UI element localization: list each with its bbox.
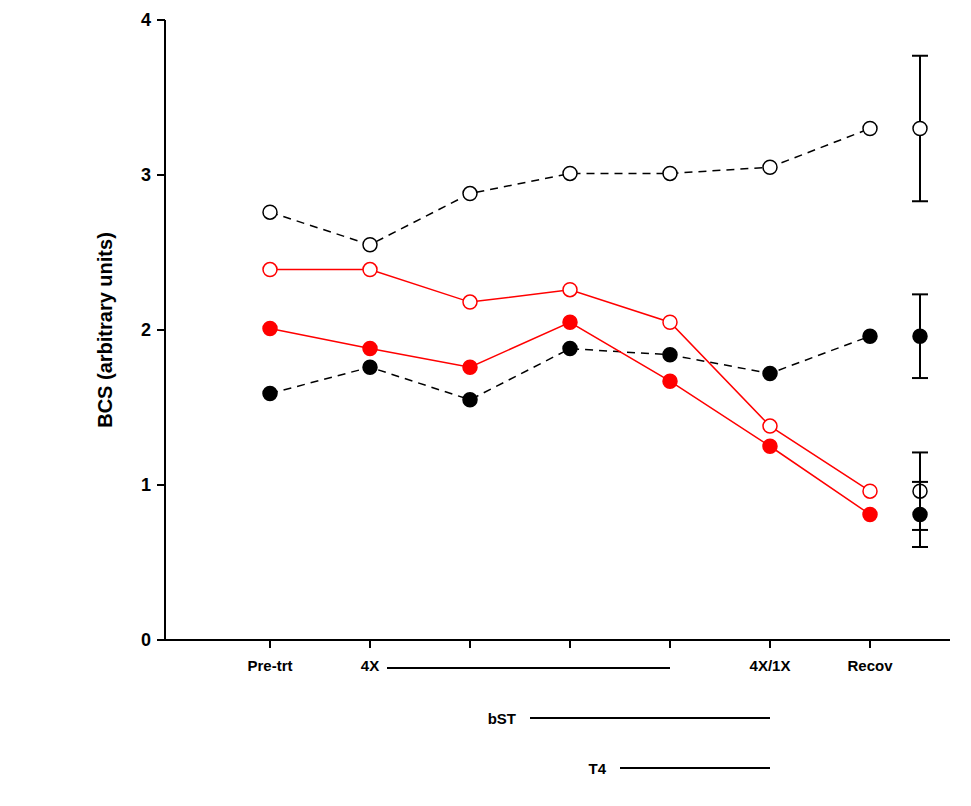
svg-text:4X/1X: 4X/1X [750,657,791,674]
svg-text:4X: 4X [361,657,379,674]
svg-text:Pre-trt: Pre-trt [247,657,292,674]
svg-text:bST: bST [488,710,516,727]
svg-text:1: 1 [141,475,151,495]
svg-text:BCS (arbitrary units): BCS (arbitrary units) [94,232,116,428]
svg-text:T4: T4 [588,760,606,777]
svg-text:3: 3 [141,165,151,185]
svg-text:4: 4 [141,10,151,30]
svg-text:Recov: Recov [847,657,893,674]
svg-text:2: 2 [141,320,151,340]
svg-text:0: 0 [141,630,151,650]
